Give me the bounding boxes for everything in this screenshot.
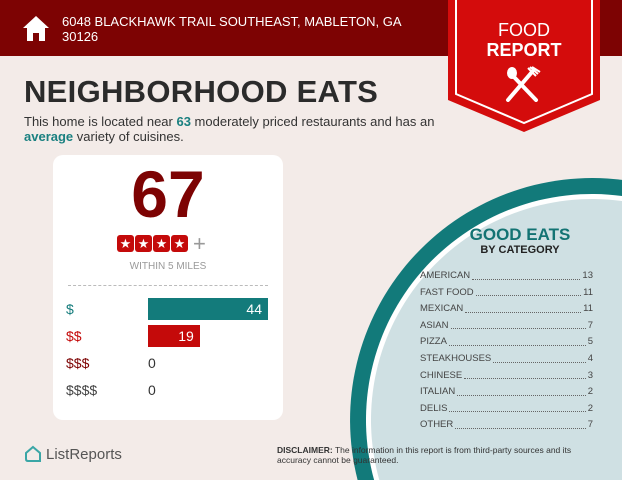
restaurant-total: 67 — [131, 157, 205, 231]
price-level-bar: 19 — [148, 325, 200, 347]
category-name: MEXICAN — [420, 303, 464, 315]
category-row: PIZZA 5 — [420, 334, 593, 351]
price-level-bar: 44 — [148, 298, 268, 320]
category-name: ASIAN — [420, 319, 449, 331]
category-name: CHINESE — [420, 369, 463, 381]
category-count: 7 — [587, 319, 593, 331]
category-count: 2 — [587, 402, 593, 414]
leader-dots — [472, 268, 581, 280]
logo-icon — [25, 445, 41, 462]
category-count: 2 — [587, 386, 593, 398]
summary-text: This home is located near 63 moderately … — [24, 114, 435, 144]
leader-dots — [449, 401, 586, 413]
disclaimer: DISCLAIMER: The information in this repo… — [277, 445, 572, 465]
price-level-label: $ — [66, 301, 74, 317]
leader-dots — [455, 417, 586, 429]
category-count: 11 — [583, 303, 593, 315]
house-icon — [23, 16, 49, 41]
logo-text: ListReports — [46, 445, 122, 463]
leader-dots — [475, 285, 582, 297]
leader-dots — [457, 384, 586, 396]
leader-dots — [450, 318, 586, 330]
plus-icon: + — [193, 231, 206, 256]
property-address: 6048 BLACKHAWK TRAIL SOUTHEAST, MABLETON… — [62, 14, 401, 44]
food-report-badge: FOOD REPORT — [448, 20, 600, 60]
rating-card: 67 ★ ★ ★ ★ + WITHIN 5 MILES $44 $$ 19 $$$ 0 $$$$ 0 — [53, 155, 283, 420]
price-level-value: 0 — [148, 382, 156, 398]
utensils-icon — [506, 66, 541, 102]
good-eats-title: GOOD EATS — [469, 225, 571, 244]
category-name: OTHER — [420, 419, 454, 431]
good-eats-heading: GOOD EATS BY CATEGORY — [440, 226, 600, 257]
category-list: AMERICAN 13 FAST FOOD 11 MEXICAN 11 ASIAN 7 PIZZ… — [420, 268, 593, 434]
price-level-label: $$$ — [66, 355, 90, 371]
leader-dots — [448, 334, 586, 346]
star-rating: ★ ★ ★ ★ + — [117, 231, 206, 256]
category-count: 4 — [587, 352, 593, 364]
category-name: AMERICAN — [420, 270, 471, 281]
price-level-value: 0 — [148, 355, 156, 371]
leader-dots — [464, 368, 586, 380]
category-row: ASIAN 7 — [420, 318, 593, 335]
category-count: 11 — [583, 286, 593, 298]
category-name: DELIS — [420, 402, 448, 414]
category-row: AMERICAN 13 — [420, 268, 593, 285]
category-row: CHINESE 3 — [420, 368, 593, 385]
category-row: OTHER 7 — [420, 417, 593, 434]
category-count: 13 — [582, 270, 593, 281]
star-icon: ★ — [171, 235, 188, 252]
category-row: DELIS 2 — [420, 401, 593, 418]
category-row: MEXICAN 11 — [420, 301, 593, 318]
restaurant-count: 63 — [176, 114, 191, 129]
star-icon: ★ — [135, 235, 152, 252]
category-name: ITALIAN — [420, 386, 456, 398]
category-name: STEAKHOUSES — [420, 352, 492, 364]
price-level-label: $$$$ — [66, 382, 98, 398]
category-row: ITALIAN 2 — [420, 384, 593, 401]
star-icon: ★ — [117, 235, 134, 252]
good-eats-subtitle: BY CATEGORY — [480, 244, 560, 256]
category-count: 3 — [587, 369, 593, 381]
price-level-label: $$ — [66, 328, 82, 344]
badge-line1: FOOD — [498, 20, 550, 40]
page-title: NEIGHBORHOOD EATS — [24, 74, 379, 109]
listreports-logo: ListReports — [24, 445, 122, 463]
leader-dots — [493, 351, 586, 363]
category-count: 7 — [587, 419, 593, 431]
category-row: FAST FOOD 11 — [420, 285, 593, 302]
food-report-ribbon — [448, 0, 600, 132]
variety-level: average — [24, 129, 74, 144]
category-row: STEAKHOUSES 4 — [420, 351, 593, 368]
radius-label: WITHIN 5 MILES — [129, 261, 207, 272]
badge-line2: REPORT — [486, 40, 562, 60]
star-icon: ★ — [153, 235, 170, 252]
category-name: FAST FOOD — [420, 286, 474, 298]
category-name: PIZZA — [420, 336, 447, 348]
divider — [68, 285, 268, 286]
leader-dots — [465, 301, 582, 313]
category-count: 5 — [587, 336, 593, 348]
